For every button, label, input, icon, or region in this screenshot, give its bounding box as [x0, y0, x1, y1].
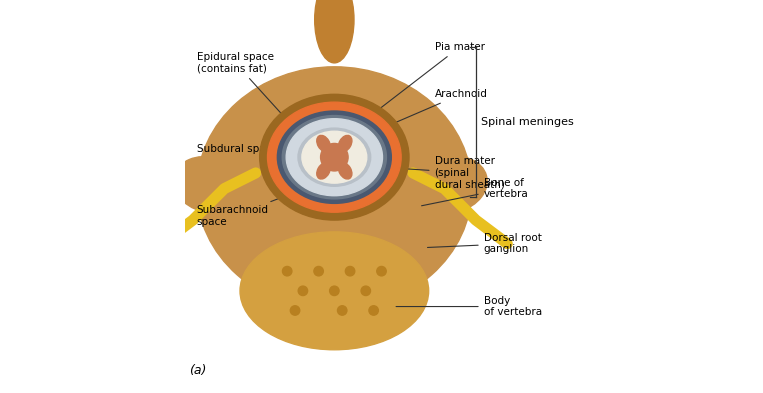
Circle shape: [330, 286, 339, 296]
Ellipse shape: [314, 0, 354, 63]
Circle shape: [320, 143, 348, 171]
Text: Bone of
vertebra: Bone of vertebra: [421, 178, 529, 206]
Ellipse shape: [174, 156, 243, 213]
Ellipse shape: [197, 67, 472, 310]
Ellipse shape: [282, 116, 386, 199]
Circle shape: [282, 266, 292, 276]
Text: Body
of vertebra: Body of vertebra: [396, 296, 542, 317]
Text: Subarachnoid
space: Subarachnoid space: [197, 196, 287, 227]
Circle shape: [361, 286, 371, 296]
Circle shape: [298, 286, 307, 296]
Text: Pia mater: Pia mater: [370, 42, 485, 116]
Ellipse shape: [339, 163, 352, 179]
Ellipse shape: [240, 232, 429, 350]
Text: Arachnoid: Arachnoid: [372, 89, 488, 132]
Circle shape: [337, 306, 347, 315]
Text: Dorsal root
ganglion: Dorsal root ganglion: [427, 233, 542, 254]
Circle shape: [314, 266, 324, 276]
Ellipse shape: [259, 94, 409, 220]
Text: Dura mater
(spinal
dural sheath): Dura mater (spinal dural sheath): [380, 156, 504, 189]
Ellipse shape: [339, 135, 352, 152]
Ellipse shape: [286, 119, 382, 196]
Ellipse shape: [298, 128, 371, 186]
Ellipse shape: [317, 163, 330, 179]
Ellipse shape: [302, 131, 367, 183]
Text: Epidural space
(contains fat): Epidural space (contains fat): [197, 52, 283, 116]
Circle shape: [369, 306, 378, 315]
Text: Spinal meninges: Spinal meninges: [481, 117, 574, 127]
Text: (a): (a): [189, 364, 206, 377]
Text: Subdural space: Subdural space: [197, 144, 292, 166]
Circle shape: [377, 266, 386, 276]
Ellipse shape: [317, 135, 330, 152]
Ellipse shape: [278, 111, 391, 204]
Circle shape: [291, 306, 300, 315]
Circle shape: [346, 266, 355, 276]
Ellipse shape: [268, 102, 401, 212]
Ellipse shape: [417, 156, 487, 213]
